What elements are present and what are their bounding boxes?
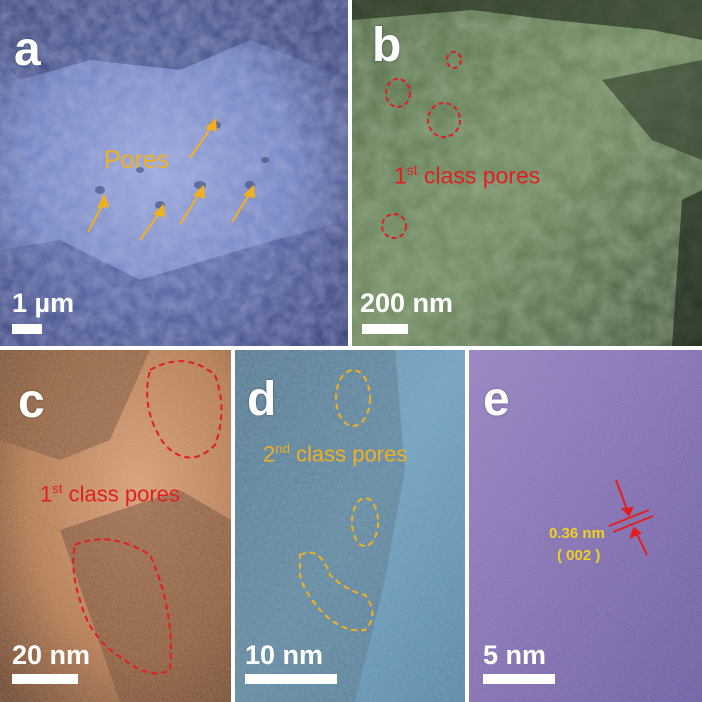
pores-label: Pores [104, 146, 170, 174]
panel-d-scale-bar [245, 674, 337, 684]
first-class-pores-label-b: 1st class pores [394, 162, 541, 189]
panel-b-graphic [352, 0, 702, 346]
panel-c-graphic [0, 350, 231, 702]
panel-a-graphic [0, 0, 348, 346]
pore-circles-b [381, 51, 462, 239]
panel-d-tem-image: d 2nd class pores 10 nm [235, 350, 465, 702]
panel-b-scale-label: 200 nm [360, 288, 454, 318]
pore-outlines-c [72, 360, 223, 675]
lattice-spacing-marker [608, 479, 654, 556]
panel-b-scale-bar [362, 324, 408, 334]
lattice-plane-label: ( 002 ) [557, 547, 601, 564]
pore-arrows [87, 117, 256, 241]
first-class-pores-label-c: 1st class pores [40, 481, 180, 507]
panel-c-scale-label: 20 nm [12, 640, 91, 670]
panel-c-tem-image: c 1st class pores 20 nm [0, 350, 231, 702]
panel-a-scale-label: 1 µm [12, 288, 75, 318]
panel-c-scale-bar [12, 674, 78, 684]
panel-e-graphic [469, 350, 702, 702]
panel-e-label: e [483, 373, 510, 426]
panel-b-tem-image: b 1st class pores 200 nm [352, 0, 702, 346]
panel-c-label: c [18, 375, 45, 428]
panel-b-label: b [372, 19, 402, 72]
panel-d-graphic [235, 350, 465, 702]
panel-e-scale-label: 5 nm [483, 640, 547, 670]
panel-a-scale-bar [12, 324, 42, 334]
panel-e-scale-bar [483, 674, 555, 684]
lattice-spacing-label: 0.36 nm [549, 525, 605, 542]
panel-d-scale-label: 10 nm [245, 640, 324, 670]
pore-outlines-d [299, 369, 379, 632]
panel-a-sem-image: a Pores 1 µm [0, 0, 348, 346]
panel-e-hrtem-image: e 0.36 nm ( 002 ) 5 nm [469, 350, 702, 702]
second-class-pores-label-d: 2nd class pores [263, 441, 408, 467]
panel-d-label: d [247, 373, 277, 426]
panel-a-label: a [14, 23, 41, 76]
